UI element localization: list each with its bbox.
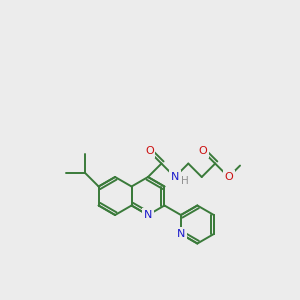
Text: N: N: [177, 229, 185, 239]
Text: N: N: [171, 172, 179, 182]
Text: O: O: [199, 146, 208, 157]
Text: N: N: [144, 210, 152, 220]
Text: O: O: [224, 172, 233, 182]
Text: O: O: [145, 146, 154, 157]
Text: H: H: [181, 176, 189, 186]
